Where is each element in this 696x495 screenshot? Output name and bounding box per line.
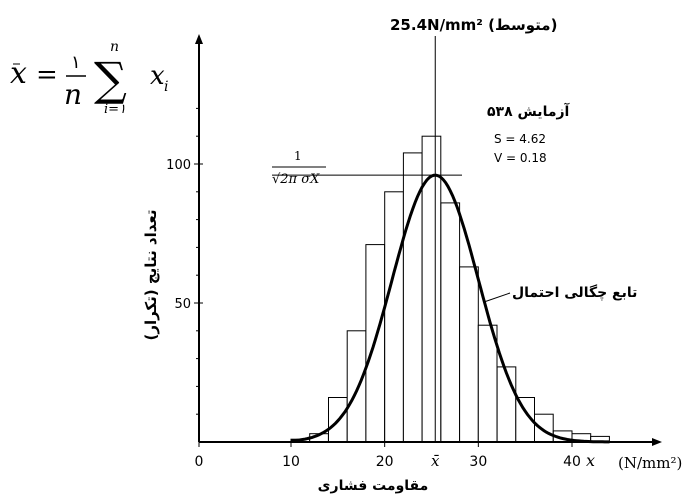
histogram-bars xyxy=(290,135,610,443)
formula-equals: = xyxy=(36,60,58,90)
curve-label: تابع چگالی احتمال xyxy=(512,284,637,301)
formula-lhs: x xyxy=(10,56,27,91)
x-tick-label: 0 xyxy=(195,454,204,470)
stats-block: ۵۳۸ آزمایش S = 4.62 V = 0.18 xyxy=(487,102,571,165)
formula-denominator: n xyxy=(64,78,82,111)
histogram-bar xyxy=(346,330,367,443)
x-tick-label: 10 xyxy=(282,454,300,470)
y-axis-arrow xyxy=(195,34,203,44)
curve-label-pointer xyxy=(483,292,511,303)
stats-s: S = 4.62 xyxy=(494,132,546,146)
histogram-bar xyxy=(384,191,404,443)
pdf-peak-denominator: √2π σX xyxy=(272,172,320,187)
xbar-label: x̄ xyxy=(431,452,440,470)
x-axis-arrow xyxy=(652,438,662,446)
mean-formula: x = ۱ n n ∑ i=۱ x i xyxy=(10,39,168,117)
stats-count: ۵۳۸ آزمایش xyxy=(487,102,571,120)
x-symbol-label: x xyxy=(586,451,595,470)
sigma-symbol: ∑ xyxy=(94,52,127,106)
pdf-curve xyxy=(290,173,610,444)
formula-sum-lower: i=۱ xyxy=(104,102,126,117)
plot-area: 0 10 20 30 40 50 100 xyxy=(166,34,662,470)
stats-v: V = 0.18 xyxy=(494,151,547,165)
formula-term: x xyxy=(150,61,165,91)
x-unit-label: (N/mm²) xyxy=(618,454,682,472)
histogram-bar xyxy=(496,366,517,443)
x-tick-label: 20 xyxy=(376,454,394,470)
histogram-bar xyxy=(534,413,554,443)
x-tick-label: 30 xyxy=(469,454,487,470)
mean-label: 25.4N/mm² (متوسط) xyxy=(390,16,557,34)
formula-sum-upper: n xyxy=(110,39,119,55)
x-axis-label: مقاومت فشاری xyxy=(318,478,429,494)
axis-ticks: 0 10 20 30 40 50 100 xyxy=(166,107,581,470)
x-tick-label: 40 xyxy=(563,454,581,470)
pdf-peak-label: 1 √2π σX xyxy=(272,149,326,187)
histogram-bar xyxy=(440,202,461,443)
histogram-bar xyxy=(459,266,479,443)
formula-term-sub: i xyxy=(164,79,168,95)
pdf-peak-numerator: 1 xyxy=(294,149,302,163)
y-tick-label: 100 xyxy=(166,158,191,173)
formula-numerator: ۱ xyxy=(71,52,81,73)
y-tick-label: 50 xyxy=(174,297,191,312)
histogram-bar xyxy=(477,324,498,443)
y-axis-label: تعداد نتایج (تکرار) xyxy=(142,209,160,340)
